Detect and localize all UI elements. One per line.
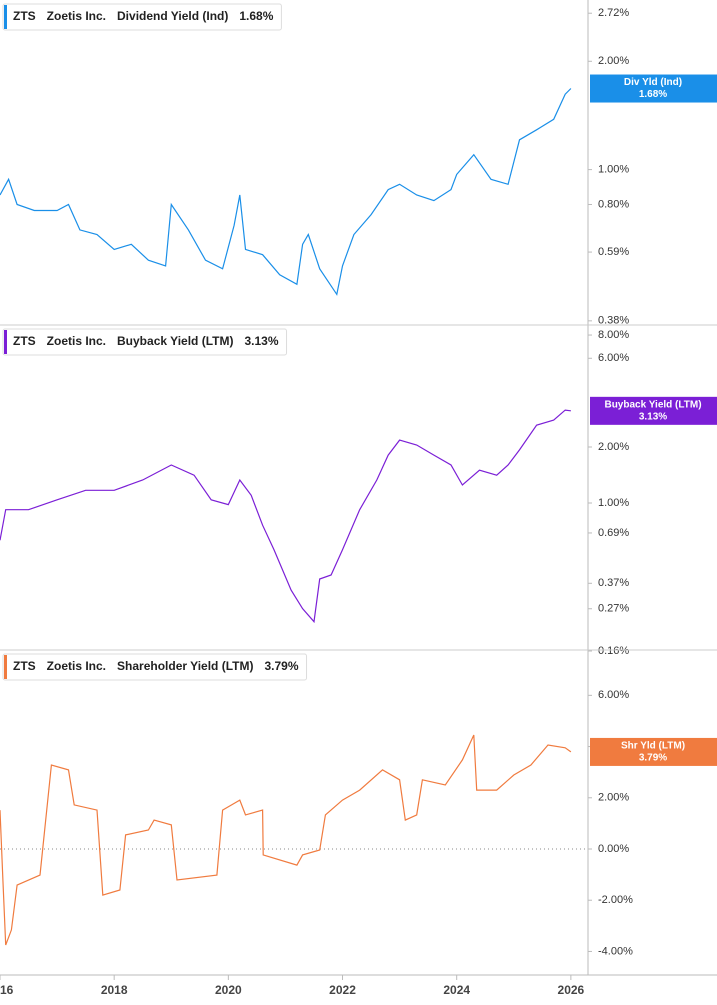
value-tag-name: Div Yld (Ind) [624, 77, 682, 88]
header-box [2, 328, 288, 356]
header-box [2, 653, 308, 681]
header-color [4, 655, 7, 679]
company: Zoetis Inc. [47, 9, 106, 23]
y-tick-label: 2.00% [598, 441, 629, 453]
value-tag [590, 74, 717, 103]
series-header: ZTS Zoetis Inc. Dividend Yield (Ind) 1.68% [2, 3, 282, 31]
x-tick-label: 2024 [443, 983, 470, 997]
value-tag-value: 3.79% [639, 753, 667, 764]
ticker: ZTS [13, 659, 36, 673]
y-tick-label: 6.00% [598, 352, 629, 364]
y-tick-label: 2.00% [598, 792, 629, 804]
value-tag-name: Shr Yld (LTM) [621, 741, 685, 752]
y-tick-label: 0.69% [598, 527, 629, 539]
last-value: 3.79% [264, 659, 298, 673]
y-tick-label: 2.72% [598, 7, 629, 19]
x-tick-label: 2020 [215, 983, 242, 997]
header-color [4, 330, 7, 354]
series-header: ZTS Zoetis Inc. Shareholder Yield (LTM) 3.7… [2, 653, 308, 681]
y-tick-label: 0.80% [598, 198, 629, 210]
ticker: ZTS [13, 334, 36, 348]
y-tick-label: 0.27% [598, 603, 629, 615]
y-tick-label: 1.00% [598, 164, 629, 176]
last-value: 1.68% [239, 9, 273, 23]
y-tick-label: -4.00% [598, 945, 633, 957]
y-tick-label: 0.59% [598, 246, 629, 258]
value-tag [590, 737, 717, 766]
y-tick-label: 1.00% [598, 497, 629, 509]
header-box [2, 3, 282, 31]
value-tag [590, 396, 717, 425]
series-line [0, 734, 572, 946]
company: Zoetis Inc. [47, 659, 106, 673]
series-name: Shareholder Yield (LTM) [117, 659, 253, 673]
series-name: Dividend Yield (Ind) [117, 9, 228, 23]
series-line [0, 409, 571, 624]
series-line [0, 88, 572, 296]
value-tag-value: 1.68% [639, 89, 667, 100]
y-tick-label: 0.16% [598, 645, 629, 657]
series-header: ZTS Zoetis Inc. Buyback Yield (LTM) 3.13% [2, 328, 288, 356]
header-color [4, 5, 7, 29]
x-tick-label: 2026 [558, 983, 585, 997]
y-tick-label: 6.00% [598, 689, 629, 701]
x-tick-label: 2022 [329, 983, 356, 997]
company: Zoetis Inc. [47, 334, 106, 348]
y-tick-label: 0.38% [598, 315, 629, 327]
y-tick-label: 0.37% [598, 577, 629, 589]
last-value: 3.13% [244, 334, 278, 348]
value-tag-value: 3.13% [639, 411, 667, 422]
y-tick-label: 0.00% [598, 843, 629, 855]
series-name: Buyback Yield (LTM) [117, 334, 233, 348]
x-tick-label: 2016 [0, 983, 14, 997]
y-tick-label: -2.00% [598, 894, 633, 906]
y-tick-label: 8.00% [598, 329, 629, 341]
x-tick-label: 2018 [101, 983, 128, 997]
ticker: ZTS [13, 9, 36, 23]
value-tag-name: Buyback Yield (LTM) [604, 399, 701, 410]
y-tick-label: 2.00% [598, 55, 629, 67]
